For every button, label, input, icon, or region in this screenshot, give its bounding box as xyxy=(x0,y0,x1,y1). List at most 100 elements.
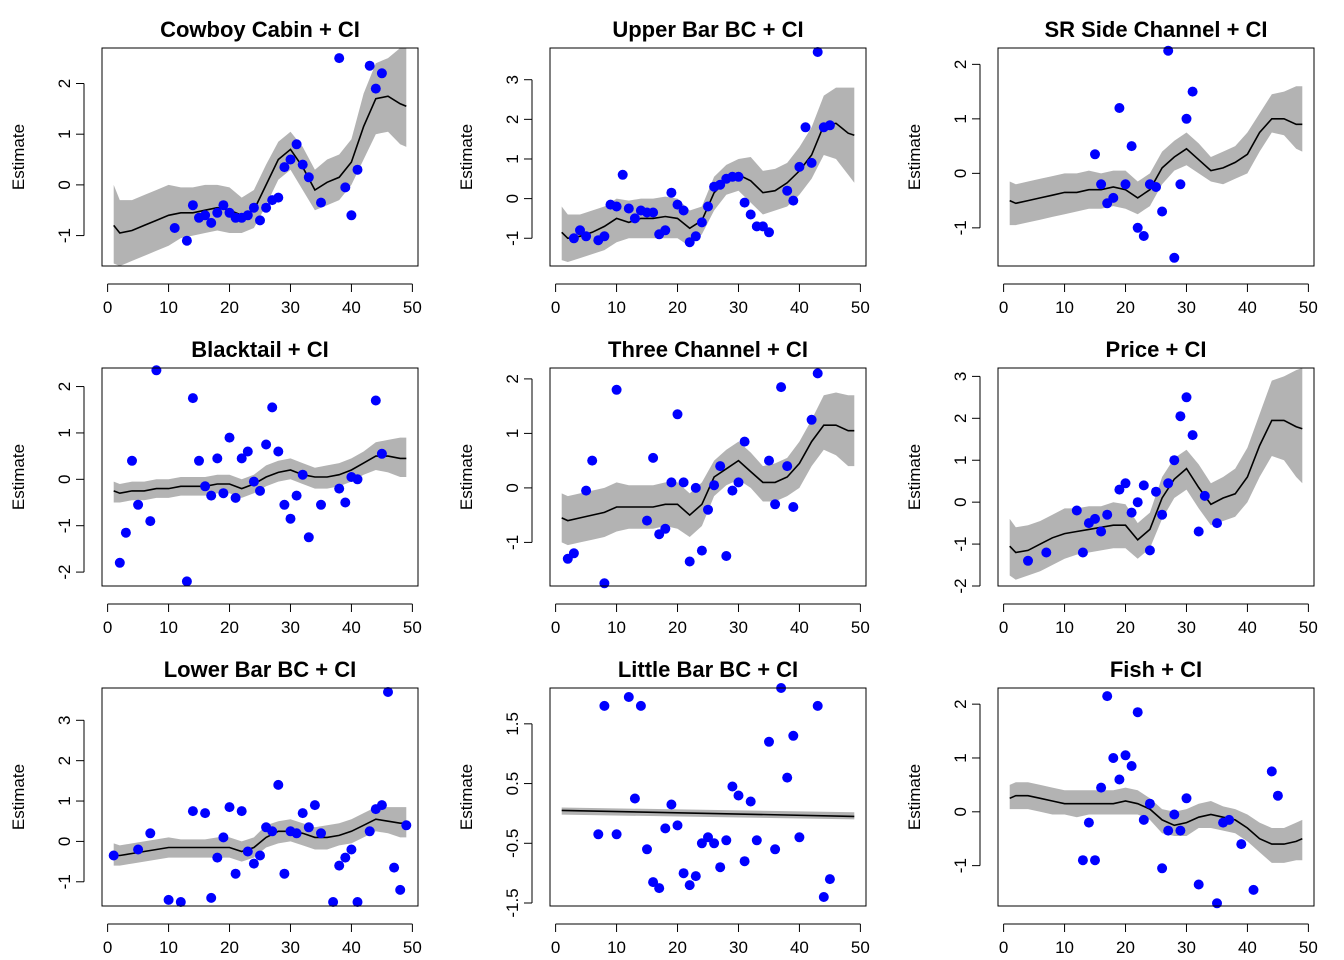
data-point xyxy=(291,828,302,839)
data-point xyxy=(635,700,646,711)
x-axis: 0 10 20 30 40 50 xyxy=(551,603,870,637)
x-tick-label: 30 xyxy=(1177,298,1196,317)
data-point xyxy=(1175,825,1186,836)
x-tick-label: 10 xyxy=(1055,938,1074,957)
data-point xyxy=(666,477,677,488)
data-point xyxy=(303,172,314,183)
data-point xyxy=(812,47,823,57)
y-axis-label: Estimate xyxy=(9,764,28,830)
y-axis-label: Estimate xyxy=(905,764,924,830)
data-point xyxy=(1181,793,1192,804)
data-point xyxy=(248,476,259,487)
data-point xyxy=(678,205,689,216)
plot-frame xyxy=(549,47,867,267)
panel-title: Cowboy Cabin + CI xyxy=(160,17,360,42)
data-point xyxy=(291,490,302,501)
data-point xyxy=(733,477,744,488)
y-tick-label: -1 xyxy=(55,228,74,243)
data-point xyxy=(1077,855,1088,866)
data-point xyxy=(395,884,406,895)
x-tick-label: 30 xyxy=(729,618,748,637)
data-point xyxy=(364,826,375,837)
y-axis: -2 -1 0 1 2 3 xyxy=(951,372,981,594)
data-point xyxy=(212,207,223,218)
data-point xyxy=(285,513,296,524)
data-point xyxy=(175,897,186,907)
data-point xyxy=(806,414,817,425)
data-point xyxy=(1151,486,1161,497)
plot-frame xyxy=(101,47,419,267)
x-axis: 0 10 20 30 40 50 xyxy=(999,283,1318,317)
data-point xyxy=(709,838,720,849)
data-point xyxy=(776,382,787,393)
data-point xyxy=(303,822,314,833)
data-point xyxy=(629,793,640,804)
data-point xyxy=(1175,179,1186,190)
data-point xyxy=(340,497,351,508)
y-tick-label: 3 xyxy=(951,372,970,381)
data-point xyxy=(340,852,351,863)
data-point xyxy=(316,828,326,839)
data-point xyxy=(1181,392,1192,403)
y-tick-label: 2 xyxy=(55,756,74,765)
panel-title: Blacktail + CI xyxy=(191,337,329,362)
data-point xyxy=(1138,480,1149,491)
panel: Blacktail + CI Estimate 0 10 20 30 40 50 -2 -1 0 1 2 xyxy=(9,337,422,637)
data-point xyxy=(328,897,339,907)
data-point xyxy=(133,499,144,510)
y-axis-label: Estimate xyxy=(457,444,476,510)
y-axis: -1 0 1 2 xyxy=(503,374,533,550)
data-point xyxy=(212,453,223,464)
data-point xyxy=(255,215,265,226)
data-point xyxy=(782,461,793,472)
data-point xyxy=(309,800,320,811)
y-tick-label: -1 xyxy=(951,220,970,235)
data-point xyxy=(1126,141,1137,152)
y-axis: -2 -1 0 1 2 xyxy=(55,382,85,580)
x-axis: 0 10 20 30 40 50 xyxy=(103,603,422,637)
y-axis-label: Estimate xyxy=(457,764,476,830)
data-point xyxy=(733,790,744,801)
data-point xyxy=(1126,507,1137,518)
y-tick-label: -1 xyxy=(55,518,74,533)
y-axis: -1 0 1 2 xyxy=(951,60,981,235)
data-point xyxy=(261,439,272,450)
data-point xyxy=(224,802,235,813)
data-point xyxy=(593,829,604,840)
data-point xyxy=(721,551,732,561)
data-point xyxy=(163,894,174,905)
x-tick-label: 50 xyxy=(403,298,422,317)
y-tick-label: 1 xyxy=(55,428,74,437)
data-point xyxy=(1144,545,1155,556)
data-point xyxy=(1114,774,1125,785)
data-point xyxy=(187,393,198,404)
data-point xyxy=(611,384,622,395)
estimate-line xyxy=(113,95,407,234)
data-point xyxy=(715,461,726,472)
y-tick-label: 3 xyxy=(55,716,74,725)
data-point xyxy=(200,808,211,819)
data-point xyxy=(200,481,211,492)
data-point xyxy=(703,201,713,212)
panel-title: Price + CI xyxy=(1106,337,1207,362)
plot-frame xyxy=(997,367,1315,587)
x-tick-label: 40 xyxy=(342,938,361,957)
data-point xyxy=(1102,691,1113,702)
data-point xyxy=(599,578,610,589)
confidence-band xyxy=(1009,782,1303,863)
data-point xyxy=(1108,192,1119,203)
y-tick-label: 0 xyxy=(951,807,970,816)
confidence-band xyxy=(1009,86,1303,226)
data-point xyxy=(666,187,677,198)
panel-title: Little Bar BC + CI xyxy=(618,657,798,682)
data-point xyxy=(1157,206,1168,217)
x-tick-label: 30 xyxy=(1177,618,1196,637)
data-point xyxy=(206,892,217,903)
data-point xyxy=(812,700,823,711)
x-tick-label: 0 xyxy=(999,298,1008,317)
y-tick-label: 0 xyxy=(951,497,970,506)
data-point xyxy=(629,213,640,224)
data-point xyxy=(715,862,726,873)
y-tick-label: 0 xyxy=(503,194,522,203)
